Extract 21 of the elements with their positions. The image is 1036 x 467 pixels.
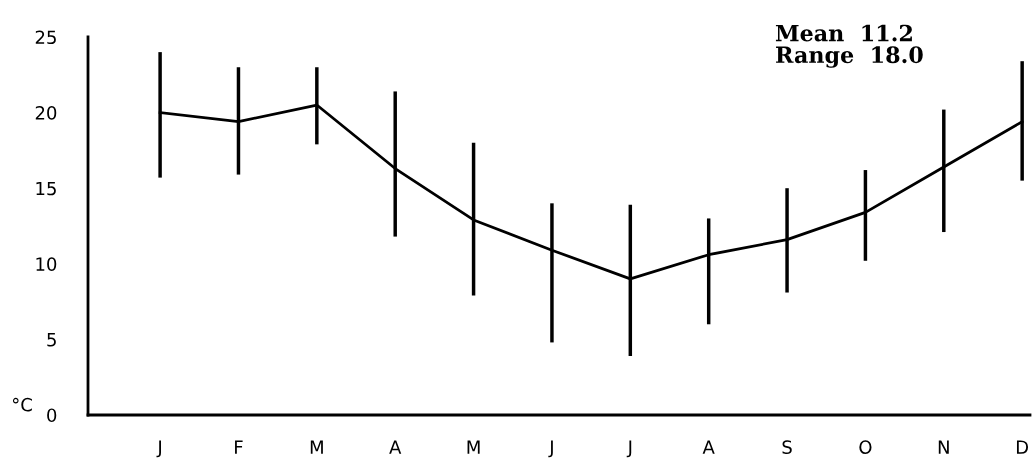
annotation: Mean 11.2 (775, 24, 912, 42)
y-axis-title: °C (12, 397, 32, 412)
x-tick-label: J (548, 440, 553, 458)
x-tick-label: M (467, 440, 480, 454)
x-tick-label: A (702, 440, 715, 454)
x-tick-label: J (626, 440, 632, 458)
x-tick-label: S (782, 440, 792, 454)
x-tick-label: D (1016, 440, 1029, 454)
x-tick-label: F (235, 440, 243, 454)
y-tick-label: 0 (47, 408, 57, 423)
x-tick-label: M (310, 440, 323, 454)
y-tick-label: 5 (47, 333, 56, 347)
y-tick-label: 20 (35, 106, 57, 120)
y-tick-label: 10 (36, 257, 57, 271)
y-tick-label: 25 (35, 30, 56, 45)
y-tick-label: 15 (36, 181, 56, 196)
x-tick-label: N (938, 440, 949, 454)
x-tick-label: J (156, 440, 161, 458)
annotation: Range 18.0 (776, 46, 923, 68)
x-tick-label: A (389, 440, 402, 454)
x-tick-label: O (859, 440, 872, 454)
